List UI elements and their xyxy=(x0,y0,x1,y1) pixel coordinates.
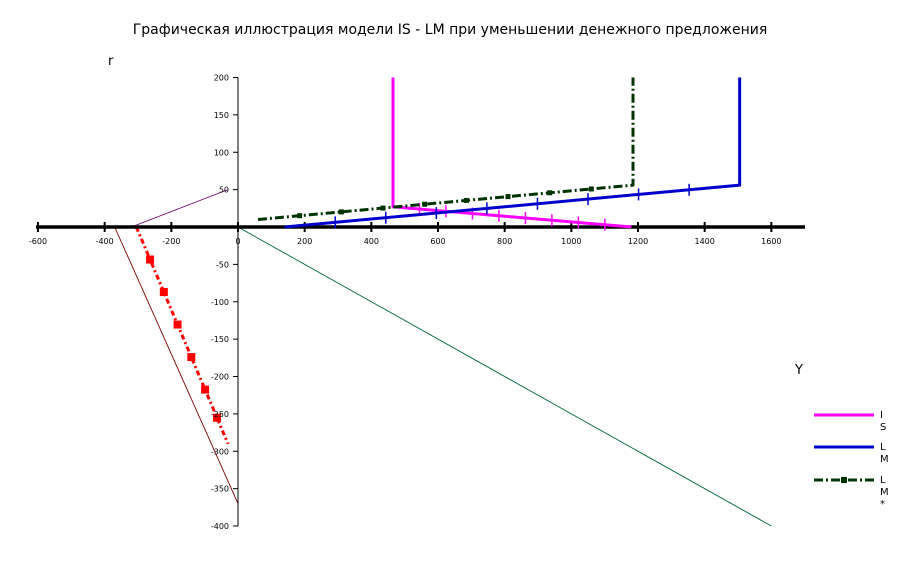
series-marker-2-6 xyxy=(505,194,511,200)
y-tick-label-10: -300 xyxy=(211,447,229,456)
series-marker-2-7 xyxy=(547,190,553,196)
series-marker-2-1 xyxy=(297,213,303,219)
x-tick-label-7: 800 xyxy=(497,237,512,246)
legend-label-2-2: * xyxy=(880,499,885,510)
x-tick-label-5: 400 xyxy=(364,237,379,246)
legend-label-2-0: L xyxy=(880,475,886,486)
aux-marker-2 xyxy=(173,320,182,329)
y-tick-label-11: -350 xyxy=(211,485,229,494)
axes: -600 -400 -200 0 200 400 600 800 1000 1200 1400 160… xyxy=(29,74,805,531)
y-tick-label-3: 50 xyxy=(219,186,229,195)
legend-label-1-1: M xyxy=(880,454,889,465)
x-axis-label: Y xyxy=(794,363,803,378)
series xyxy=(257,77,742,231)
series-line-2 xyxy=(257,77,635,222)
series-marker-2-3 xyxy=(380,205,386,211)
x-tick-label-2: -200 xyxy=(162,237,180,246)
y-tick-label-6: -100 xyxy=(211,298,229,307)
legend-label-0-0: I xyxy=(880,410,883,421)
x-tick-label-0: -600 xyxy=(29,237,47,246)
x-tick-label-10: 1400 xyxy=(694,237,714,246)
legend-label-0-1: S xyxy=(880,422,886,433)
y-tick-label-1: 150 xyxy=(214,111,229,120)
legend-label-2-1: M xyxy=(880,487,889,498)
series-marker-2-8 xyxy=(588,186,594,192)
series-marker-2-2 xyxy=(338,209,344,215)
legend-label-1-0: L xyxy=(880,442,886,453)
x-tick-label-8: 1000 xyxy=(561,237,581,246)
y-axis-label: r xyxy=(108,54,114,69)
aux-line-0 xyxy=(131,189,229,228)
series-marker-2-5 xyxy=(463,197,469,203)
y-tick-label-9: -250 xyxy=(211,410,229,419)
y-tick-label-0: 200 xyxy=(214,74,229,83)
chart-title: Графическая иллюстрация модели IS - LM п… xyxy=(133,22,768,38)
aux-marker-4 xyxy=(201,385,210,394)
x-tick-label-9: 1200 xyxy=(628,237,648,246)
y-tick-label-5: -50 xyxy=(216,260,229,269)
aux-line-2 xyxy=(237,226,772,527)
y-tick-label-12: -400 xyxy=(211,522,229,531)
x-tick-label-3: 0 xyxy=(235,237,240,246)
y-tick-label-8: -200 xyxy=(211,373,229,382)
x-tick-label-4: 200 xyxy=(297,237,312,246)
x-tick-label-11: 1600 xyxy=(761,237,781,246)
aux-lines xyxy=(114,189,772,527)
aux-line-1 xyxy=(114,226,239,504)
x-tick-label-1: -400 xyxy=(96,237,114,246)
y-tick-label-2: 100 xyxy=(214,148,229,157)
aux-marker-0 xyxy=(146,255,155,264)
y-tick-label-7: -150 xyxy=(211,335,229,344)
series-line-1 xyxy=(284,77,742,229)
aux-marker-5 xyxy=(213,413,221,422)
aux-marker-3 xyxy=(187,353,196,362)
legend-marker-2 xyxy=(841,477,847,483)
series-marker-2-4 xyxy=(422,201,428,207)
aux-marker-1 xyxy=(159,288,168,297)
x-tick-label-6: 600 xyxy=(430,237,445,246)
